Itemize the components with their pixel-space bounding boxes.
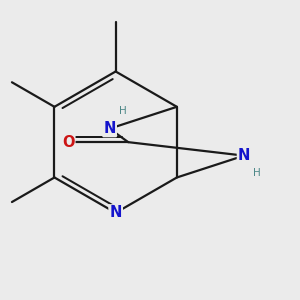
- Text: N: N: [110, 205, 122, 220]
- Text: N: N: [103, 121, 116, 136]
- Text: N: N: [238, 148, 250, 163]
- Text: H: H: [253, 168, 261, 178]
- Text: H: H: [118, 106, 126, 116]
- Text: O: O: [62, 135, 74, 150]
